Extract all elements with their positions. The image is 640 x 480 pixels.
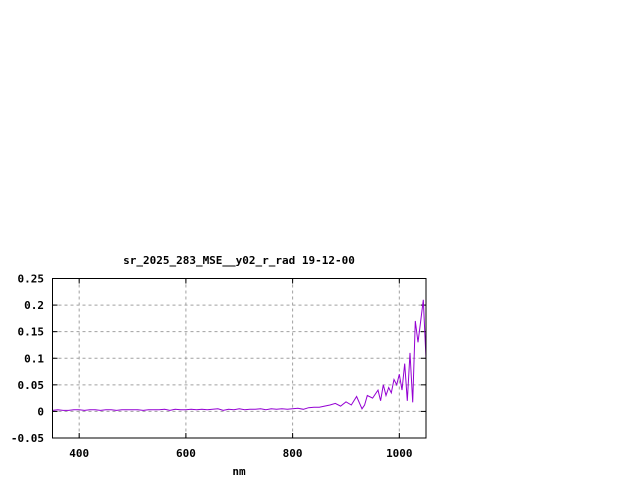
x-axis-label: nm (232, 465, 246, 478)
y-tick-label: 0.05 (18, 379, 45, 392)
x-tick-label: 400 (69, 447, 89, 460)
y-tick-label: 0.2 (24, 299, 44, 312)
x-tick-label: 1000 (386, 447, 413, 460)
chart-title: sr_2025_283_MSE__y02_r_rad 19-12-00 (123, 254, 355, 267)
y-tick-label: 0.15 (18, 326, 45, 339)
series-line (52, 299, 427, 411)
y-tick-label: 0.25 (18, 273, 45, 286)
y-tick-label: 0 (37, 405, 44, 418)
y-tick-label: -0.05 (11, 432, 44, 445)
x-tick-label: 800 (283, 447, 303, 460)
x-tick-label: 600 (176, 447, 196, 460)
grid (52, 278, 426, 438)
plot-frame (52, 278, 427, 439)
ticks: 400 600 800 1000 -0.05 0 0.05 0.1 0.15 0.2 0.25 (11, 273, 426, 460)
y-tick-label: 0.1 (24, 352, 44, 365)
series (52, 299, 427, 411)
